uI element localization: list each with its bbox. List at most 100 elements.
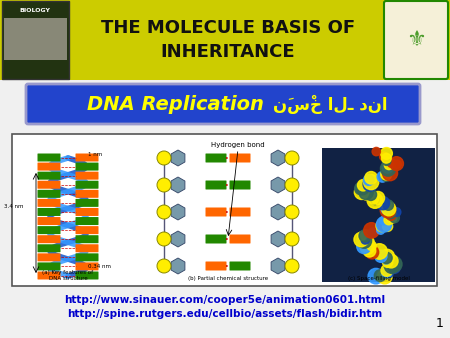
Circle shape	[357, 239, 371, 254]
Circle shape	[157, 205, 171, 219]
Circle shape	[386, 211, 396, 220]
Circle shape	[377, 226, 385, 234]
Circle shape	[390, 213, 399, 223]
Text: 1: 1	[436, 317, 444, 330]
FancyBboxPatch shape	[37, 190, 60, 198]
Circle shape	[285, 259, 299, 273]
Circle shape	[377, 171, 388, 182]
FancyBboxPatch shape	[37, 271, 60, 280]
Circle shape	[372, 191, 385, 204]
Circle shape	[386, 167, 394, 176]
Circle shape	[364, 174, 379, 190]
Circle shape	[359, 230, 371, 242]
Text: DNA Replication: DNA Replication	[86, 95, 263, 114]
Circle shape	[382, 267, 392, 277]
Circle shape	[382, 166, 398, 181]
Text: Hydrogen bond: Hydrogen bond	[211, 142, 265, 148]
FancyBboxPatch shape	[76, 271, 99, 280]
Circle shape	[382, 256, 391, 264]
FancyBboxPatch shape	[76, 181, 99, 189]
Text: BIOLOGY: BIOLOGY	[19, 8, 50, 13]
Circle shape	[382, 173, 390, 182]
FancyBboxPatch shape	[230, 235, 251, 243]
Circle shape	[367, 241, 376, 250]
Circle shape	[390, 157, 404, 170]
FancyBboxPatch shape	[384, 1, 448, 79]
FancyBboxPatch shape	[76, 244, 99, 252]
Circle shape	[371, 196, 379, 204]
Circle shape	[361, 236, 369, 244]
FancyBboxPatch shape	[230, 153, 251, 163]
FancyBboxPatch shape	[37, 226, 60, 234]
FancyBboxPatch shape	[37, 181, 60, 189]
Circle shape	[383, 200, 393, 210]
Circle shape	[368, 194, 378, 204]
Circle shape	[380, 249, 395, 264]
Circle shape	[368, 268, 384, 284]
Circle shape	[362, 191, 370, 200]
FancyBboxPatch shape	[37, 199, 60, 207]
Bar	[12, 134, 437, 286]
Circle shape	[384, 161, 393, 170]
Circle shape	[378, 218, 391, 231]
FancyBboxPatch shape	[76, 153, 99, 162]
Circle shape	[157, 151, 171, 165]
Circle shape	[359, 185, 373, 199]
Circle shape	[157, 232, 171, 246]
Circle shape	[384, 258, 400, 273]
Circle shape	[359, 232, 368, 240]
FancyBboxPatch shape	[37, 172, 60, 180]
FancyBboxPatch shape	[76, 235, 99, 243]
Circle shape	[382, 257, 393, 267]
FancyBboxPatch shape	[206, 208, 226, 217]
Text: http://spine.rutgers.edu/cellbio/assets/flash/bidir.htm: http://spine.rutgers.edu/cellbio/assets/…	[68, 309, 382, 319]
FancyBboxPatch shape	[206, 180, 226, 190]
Circle shape	[376, 220, 387, 232]
Circle shape	[357, 234, 372, 248]
Text: 1 nm: 1 nm	[88, 152, 102, 158]
Circle shape	[384, 215, 393, 225]
FancyBboxPatch shape	[37, 208, 60, 216]
Circle shape	[360, 240, 375, 255]
FancyBboxPatch shape	[76, 163, 99, 171]
FancyBboxPatch shape	[206, 153, 226, 163]
Circle shape	[356, 182, 369, 195]
FancyBboxPatch shape	[206, 235, 226, 243]
Circle shape	[384, 269, 393, 278]
FancyBboxPatch shape	[37, 244, 60, 252]
Circle shape	[382, 162, 393, 173]
Text: http://www.sinauer.com/cooper5e/animation0601.html: http://www.sinauer.com/cooper5e/animatio…	[64, 295, 386, 305]
Circle shape	[388, 261, 400, 273]
FancyBboxPatch shape	[230, 208, 251, 217]
FancyBboxPatch shape	[37, 254, 60, 261]
Circle shape	[364, 237, 374, 246]
Text: (c) Space-filling model: (c) Space-filling model	[347, 276, 410, 281]
Circle shape	[380, 202, 396, 218]
FancyBboxPatch shape	[76, 262, 99, 270]
Text: INHERITANCE: INHERITANCE	[161, 43, 295, 61]
Circle shape	[384, 254, 398, 268]
Bar	[0, 0, 450, 80]
Text: THE MOLECULE BASIS OF: THE MOLECULE BASIS OF	[101, 19, 355, 37]
Circle shape	[365, 246, 379, 259]
FancyBboxPatch shape	[76, 226, 99, 234]
FancyBboxPatch shape	[37, 262, 60, 270]
Circle shape	[393, 160, 401, 169]
FancyBboxPatch shape	[26, 84, 420, 124]
Circle shape	[378, 269, 392, 284]
Bar	[322, 148, 435, 282]
Circle shape	[387, 159, 396, 168]
Circle shape	[285, 151, 299, 165]
Circle shape	[387, 213, 397, 223]
Circle shape	[376, 217, 392, 232]
Circle shape	[364, 175, 374, 186]
Circle shape	[381, 202, 394, 215]
Circle shape	[387, 257, 402, 272]
Circle shape	[368, 228, 377, 237]
Circle shape	[363, 177, 377, 191]
Circle shape	[355, 182, 367, 195]
Circle shape	[285, 232, 299, 246]
Circle shape	[381, 252, 393, 264]
Text: (b) Partial chemical structure: (b) Partial chemical structure	[188, 276, 268, 281]
Text: 3.4 nm: 3.4 nm	[4, 204, 24, 210]
